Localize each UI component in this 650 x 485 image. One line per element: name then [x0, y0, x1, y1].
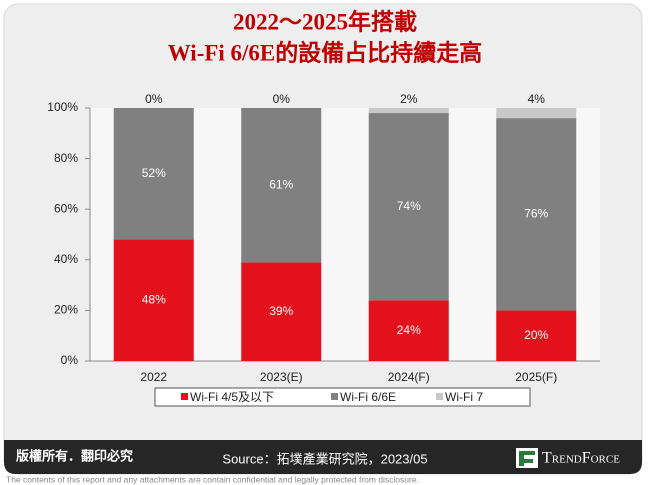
logo: TrendForce — [542, 450, 620, 467]
legend-label: Wi-Fi 6/6E — [340, 390, 396, 404]
x-tick-label: 2022 — [140, 370, 167, 384]
legend-swatch — [181, 393, 188, 400]
bar-segment — [368, 113, 449, 301]
chart-title: Wi-Fi 6/6E的設備占比持續走高 — [168, 39, 483, 65]
chart: 0% 20% 40% 60% 80% 100% 2022 48% 52% 0% 2023(E) 39%… — [47, 92, 600, 407]
y-tick-label: 80% — [54, 151, 78, 165]
data-label: 61% — [269, 177, 293, 191]
bar-segment — [496, 118, 577, 311]
bar-segment — [113, 239, 194, 361]
data-label: 20% — [524, 328, 548, 342]
bar-segment — [368, 300, 449, 361]
bar-segment — [496, 310, 577, 361]
data-label: 48% — [142, 292, 166, 306]
bar-segment — [368, 108, 449, 114]
data-label: 2% — [400, 92, 418, 106]
footer-bar — [4, 440, 642, 474]
x-tick-label: 2023(E) — [260, 370, 303, 384]
data-label: 0% — [145, 92, 163, 106]
copyright: 版權所有．翻印必究 — [16, 448, 133, 463]
legend-swatch — [331, 393, 338, 400]
data-label: 0% — [273, 92, 291, 106]
data-label: 39% — [269, 304, 293, 318]
y-tick-label: 40% — [54, 252, 78, 266]
data-label: 4% — [528, 92, 546, 106]
disclaimer: The contents of this report and any atta… — [6, 474, 419, 484]
legend-box — [154, 387, 531, 407]
data-label: 74% — [397, 199, 421, 213]
y-tick-label: 0% — [61, 353, 79, 367]
bar-segment — [241, 108, 322, 263]
logo-icon-mark — [519, 451, 535, 466]
source: Source：拓墣產業研究院，2023/05 — [222, 451, 427, 466]
bar-segment — [113, 108, 194, 240]
y-tick-label: 20% — [54, 303, 78, 317]
x-tick-label: 2024(F) — [388, 370, 430, 384]
data-label: 24% — [397, 323, 421, 337]
y-tick-label: 100% — [47, 100, 78, 114]
bar-segment — [496, 108, 577, 119]
x-tick-label: 2025(F) — [515, 370, 557, 384]
legend-label: Wi-Fi 4/5及以下 — [190, 390, 274, 404]
data-label: 52% — [142, 166, 166, 180]
bar-segment — [241, 262, 322, 361]
chart-title: 2022～2025年搭載 — [233, 8, 417, 34]
legend-label: Wi-Fi 7 — [445, 390, 483, 404]
y-tick-label: 60% — [54, 201, 78, 215]
data-label: 76% — [524, 206, 548, 220]
legend-swatch — [436, 393, 443, 400]
